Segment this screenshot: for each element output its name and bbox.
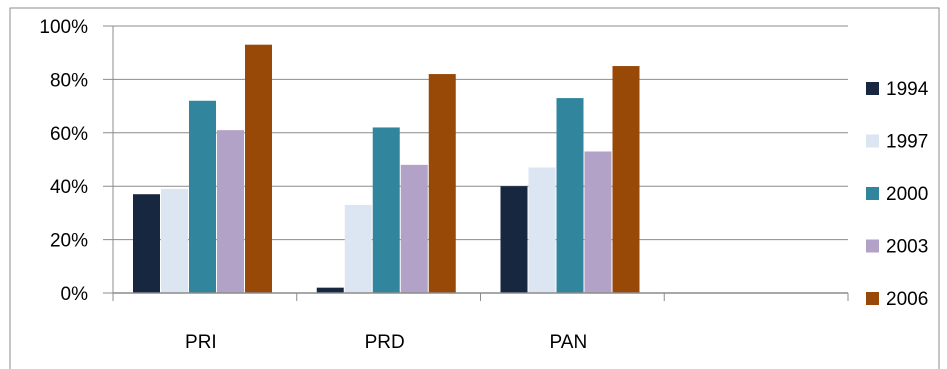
legend-label: 1997 bbox=[886, 132, 928, 153]
legend-label: 2003 bbox=[886, 237, 928, 258]
bar-2003-pan bbox=[584, 151, 612, 293]
category-label: PRI bbox=[185, 332, 217, 353]
bar-2006-pan bbox=[612, 66, 640, 293]
bar-1997-prd bbox=[344, 204, 372, 293]
chart-frame bbox=[9, 7, 940, 369]
bar-1994-prd bbox=[316, 287, 344, 293]
bar-2006-prd bbox=[428, 74, 456, 293]
y-tick-label: 0% bbox=[61, 284, 89, 305]
legend-swatch bbox=[866, 239, 879, 253]
x-axis bbox=[112, 26, 849, 301]
legend-label: 2000 bbox=[886, 184, 928, 205]
bar-2006-pri bbox=[245, 44, 272, 293]
bar-2003-pri bbox=[217, 130, 244, 293]
legend-swatch bbox=[866, 134, 879, 148]
y-tick-label: 20% bbox=[50, 231, 88, 252]
y-tick-label: 80% bbox=[50, 70, 88, 91]
y-tick-label: 40% bbox=[50, 177, 88, 198]
legend-swatch bbox=[866, 187, 879, 200]
legend-swatch bbox=[866, 292, 879, 305]
bar-1994-pri bbox=[133, 194, 160, 293]
bar-1994-pan bbox=[500, 186, 528, 293]
y-axis-tick-labels: 0% 20% 40% 60% 80% 100% bbox=[39, 17, 88, 305]
legend: 1994 1997 2000 2003 2006 bbox=[866, 79, 929, 310]
category-labels: PRI PRD PAN bbox=[185, 332, 587, 353]
bar-2000-prd bbox=[372, 127, 400, 294]
y-tick-label: 60% bbox=[50, 124, 88, 145]
legend-swatch bbox=[866, 82, 879, 95]
bar-1997-pri bbox=[161, 188, 188, 293]
legend-label: 1994 bbox=[886, 79, 929, 100]
category-label: PAN bbox=[550, 332, 588, 353]
y-tick-label: 100% bbox=[39, 17, 88, 38]
bar-2000-pan bbox=[556, 98, 584, 293]
bar-1997-pan bbox=[528, 167, 556, 293]
legend-label: 2006 bbox=[886, 289, 928, 310]
bar-2003-prd bbox=[400, 164, 428, 293]
bar-2000-pri bbox=[189, 100, 216, 293]
category-label: PRD bbox=[365, 332, 405, 353]
bars bbox=[133, 44, 640, 294]
